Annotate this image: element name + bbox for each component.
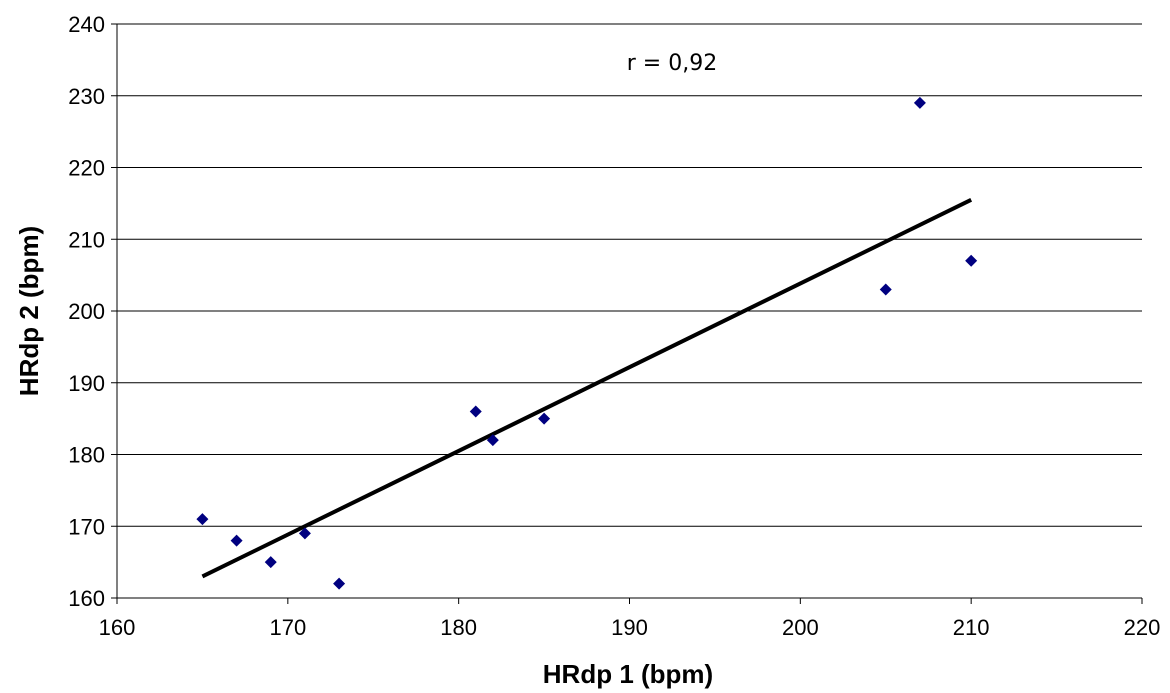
y-tick-label: 170 <box>68 514 105 539</box>
x-tick-label: 180 <box>440 615 477 640</box>
y-tick-label: 210 <box>68 227 105 252</box>
y-tick-label: 230 <box>68 84 105 109</box>
x-tick-label: 220 <box>1124 615 1161 640</box>
y-tick-label: 240 <box>68 12 105 37</box>
gridlines <box>117 23 1142 527</box>
data-point <box>469 405 482 418</box>
correlation-annotation: r = 0,92 <box>627 51 717 76</box>
data-point <box>298 527 311 540</box>
data-point <box>196 513 209 526</box>
x-tick-label: 210 <box>953 615 990 640</box>
data-points <box>196 96 978 590</box>
x-tick-label: 160 <box>99 615 136 640</box>
y-tick-label: 200 <box>68 299 105 324</box>
y-axis-title: HRdp 2 (bpm) <box>14 226 44 396</box>
y-tick-label: 180 <box>68 443 105 468</box>
data-point <box>333 577 346 590</box>
data-point <box>913 96 926 109</box>
trendline-group <box>201 197 973 579</box>
y-tick-label: 190 <box>68 371 105 396</box>
x-axis-title: HRdp 1 (bpm) <box>543 659 713 689</box>
y-tick-labels: 160 170 180 190 200 210 220 230 240 <box>68 12 105 611</box>
axes <box>111 23 1143 604</box>
data-point <box>965 254 978 267</box>
x-tick-labels: 160 170 180 190 200 210 220 <box>99 615 1161 640</box>
data-point <box>879 283 892 296</box>
data-point <box>230 534 243 547</box>
y-tick-label: 220 <box>68 156 105 181</box>
y-tick-label: 160 <box>68 586 105 611</box>
trendline <box>201 197 973 579</box>
x-tick-label: 190 <box>611 615 648 640</box>
data-point <box>486 434 499 447</box>
x-tick-label: 170 <box>269 615 306 640</box>
x-tick-label: 200 <box>782 615 819 640</box>
data-point <box>538 412 551 425</box>
data-point <box>264 556 277 569</box>
